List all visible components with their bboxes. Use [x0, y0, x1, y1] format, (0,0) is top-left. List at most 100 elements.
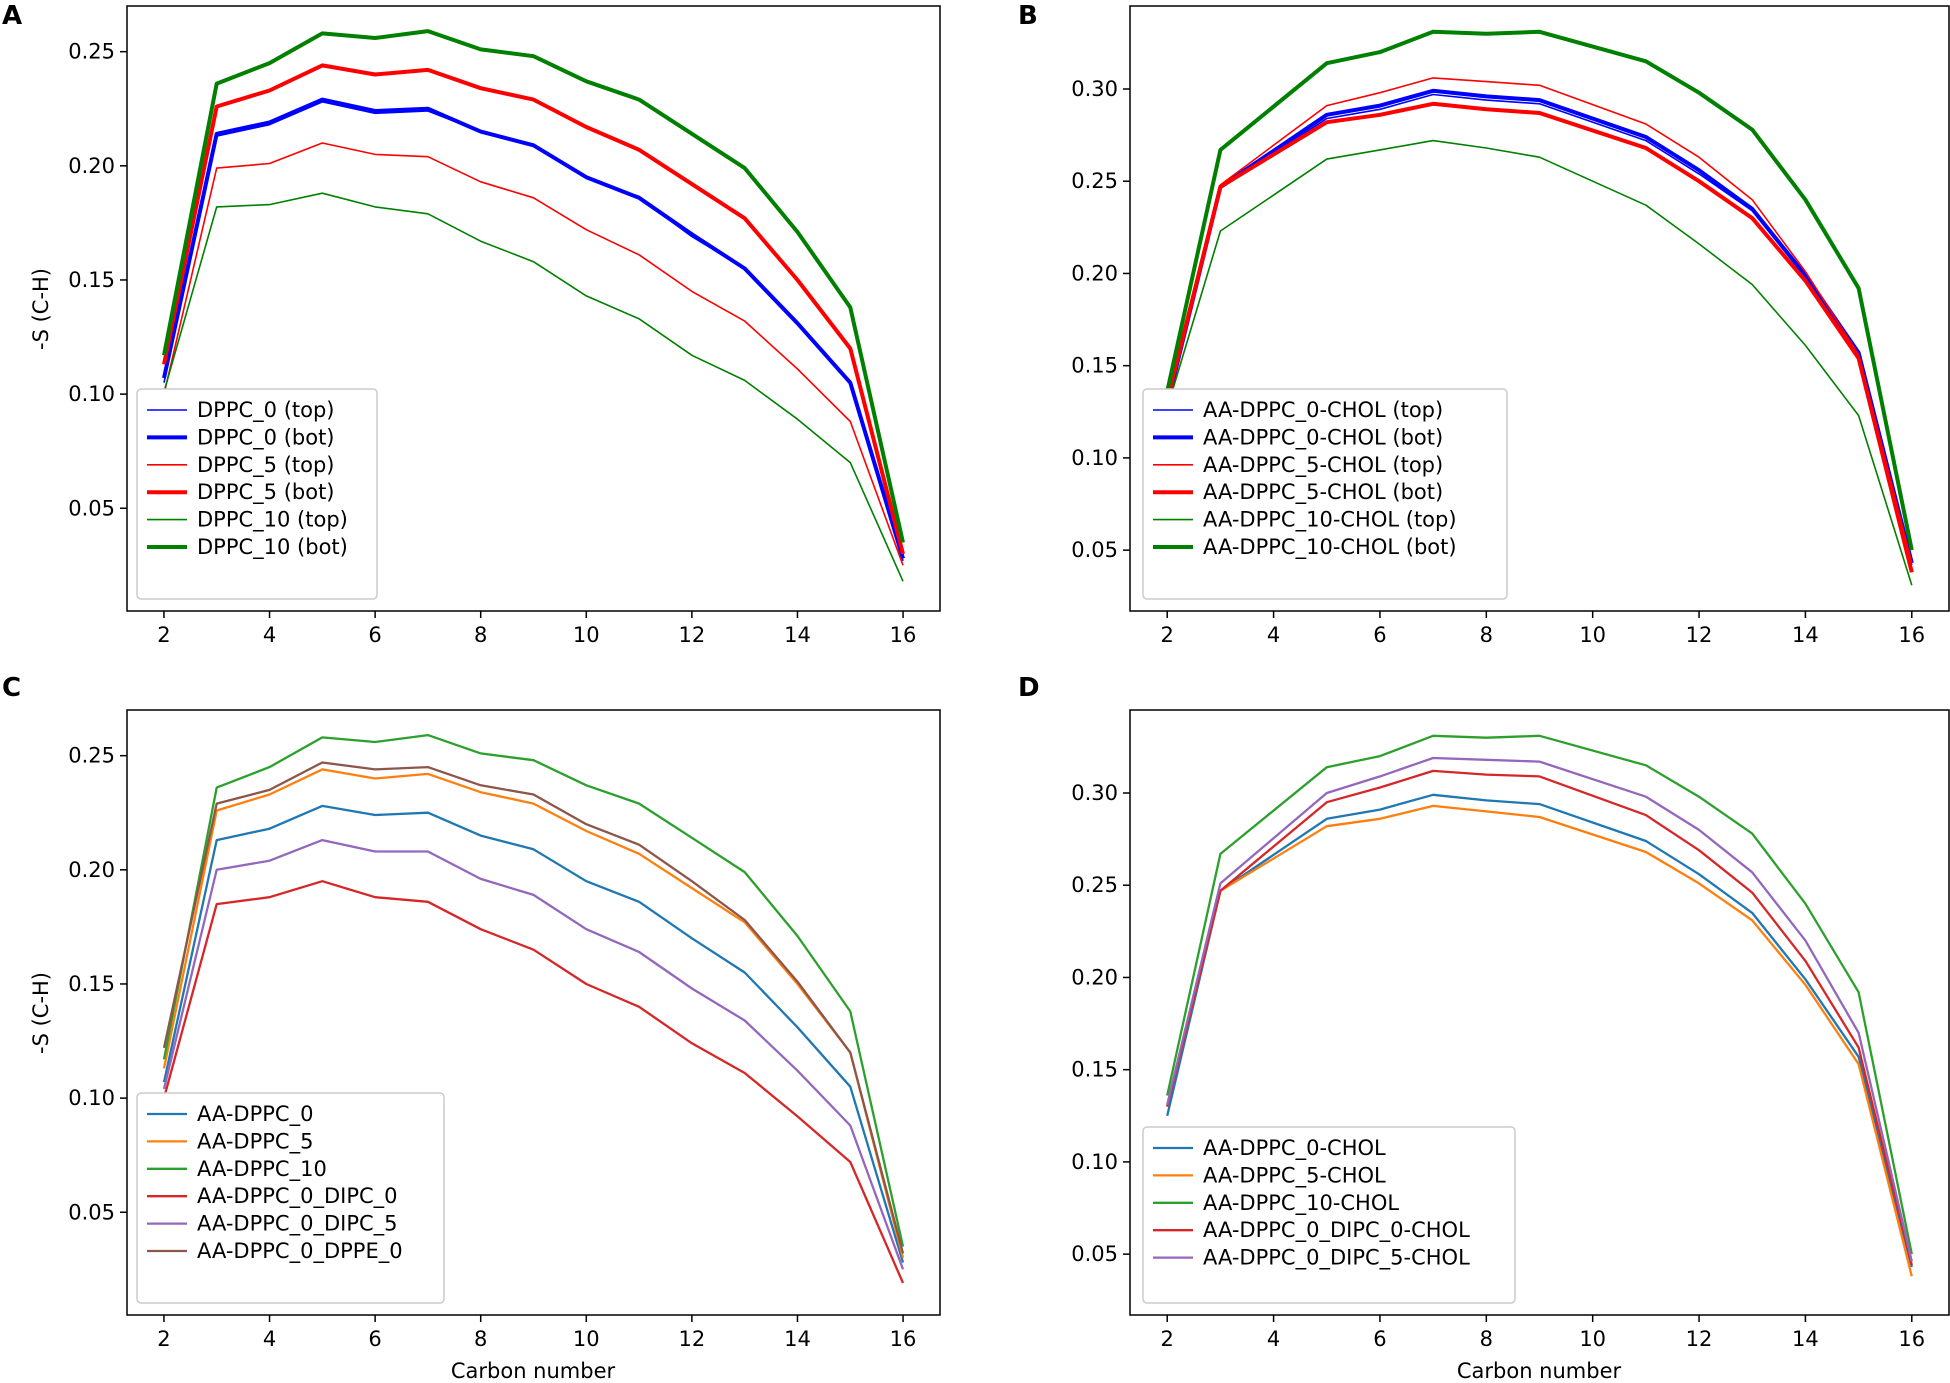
x-tick-label: 16 [1898, 623, 1925, 647]
x-tick-label: 2 [157, 623, 170, 647]
legend-label: DPPC_0 (bot) [197, 425, 335, 450]
panel-letter: D [1018, 673, 1040, 703]
legend-label: AA-DPPC_5 [197, 1129, 313, 1154]
y-tick-label: 0.10 [68, 382, 115, 406]
legend: AA-DPPC_0AA-DPPC_5AA-DPPC_10AA-DPPC_0_DI… [136, 1092, 445, 1304]
x-tick-label: 6 [1373, 1327, 1386, 1351]
series-line-0 [162, 804, 905, 1263]
panel-letter: A [2, 1, 22, 31]
series-line-1 [1165, 88, 1914, 564]
series-line-2 [1166, 77, 1913, 564]
panel-letter: C [2, 673, 21, 703]
y-tick-label: 0.20 [1071, 965, 1118, 989]
y-tick-label: 0.30 [1071, 77, 1118, 101]
series-lines [162, 29, 905, 582]
y-tick-label: 0.15 [68, 268, 115, 292]
series-line-4 [1166, 756, 1913, 1262]
series-line-3 [162, 63, 905, 555]
x-tick-label: 10 [1579, 1327, 1606, 1351]
y-axis-label: -S (C-H) [29, 268, 53, 350]
x-tick-label: 6 [1373, 623, 1386, 647]
series-line-3 [1165, 101, 1914, 573]
legend-label: AA-DPPC_0 [197, 1102, 313, 1127]
x-tick-label: 4 [263, 1327, 276, 1351]
legend-label: AA-DPPC_0_DIPC_5 [197, 1212, 398, 1237]
series-line-5 [162, 761, 905, 1254]
series-line-4 [162, 838, 905, 1270]
x-tick-label: 8 [474, 623, 487, 647]
series-lines [1166, 734, 1913, 1277]
x-tick-label: 12 [679, 1327, 706, 1351]
series-lines [162, 733, 905, 1284]
legend-label: AA-DPPC_0_DPPE_0 [197, 1239, 403, 1264]
x-tick-label: 14 [784, 623, 811, 647]
y-tick-label: 0.20 [68, 858, 115, 882]
panel-c: C 2 4 6 8 10 12 14 16 0.05 0.10 0.15 0.20 0.25 -S (C… [2, 673, 941, 1383]
y-tick-label: 0.10 [1071, 446, 1118, 470]
x-tick-label: 16 [1898, 1327, 1925, 1351]
axis-ticks: 2 4 6 8 10 12 14 16 0.05 0.10 0.15 0.20 0.25 [68, 744, 916, 1351]
legend-label: DPPC_5 (bot) [197, 480, 335, 505]
legend-box [136, 1092, 445, 1304]
x-tick-label: 12 [1686, 1327, 1713, 1351]
y-tick-label: 0.15 [68, 972, 115, 996]
series-line-2 [162, 733, 905, 1247]
x-tick-label: 14 [1792, 623, 1819, 647]
legend: DPPC_0 (top)DPPC_0 (bot)DPPC_5 (top)DPPC… [136, 388, 378, 600]
y-tick-label: 0.25 [1071, 169, 1118, 193]
series-line-2 [163, 142, 904, 566]
x-tick-label: 6 [368, 623, 381, 647]
x-tick-label: 4 [1267, 1327, 1280, 1351]
y-tick-label: 0.20 [68, 154, 115, 178]
legend-label: AA-DPPC_0_DIPC_0-CHOL [1203, 1218, 1470, 1243]
y-tick-label: 0.25 [1071, 873, 1118, 897]
y-tick-label: 0.15 [1071, 1058, 1118, 1082]
legend-label: AA-DPPC_10 [197, 1157, 327, 1182]
legend-label: DPPC_5 (top) [197, 453, 335, 478]
y-tick-label: 0.30 [1071, 781, 1118, 805]
legend-label: DPPC_0 (top) [197, 398, 335, 423]
x-tick-label: 2 [1161, 1327, 1174, 1351]
series-line-3 [1166, 769, 1913, 1266]
y-tick-label: 0.10 [1071, 1150, 1118, 1174]
series-line-3 [162, 880, 905, 1284]
x-tick-label: 16 [890, 623, 917, 647]
x-axis-label: Carbon number [451, 1359, 616, 1383]
y-tick-label: 0.25 [68, 744, 115, 768]
x-tick-label: 14 [784, 1327, 811, 1351]
panel-b: B 2 4 6 8 10 12 14 16 0.05 0.10 0.15 0.20 0.25 0.30 A… [1018, 1, 1950, 647]
y-tick-label: 0.05 [1071, 538, 1118, 562]
legend-label: AA-DPPC_0-CHOL [1203, 1136, 1386, 1161]
x-tick-label: 8 [474, 1327, 487, 1351]
x-tick-label: 4 [1267, 623, 1280, 647]
series-line-5 [162, 29, 905, 543]
x-tick-label: 12 [679, 623, 706, 647]
x-tick-label: 2 [157, 1327, 170, 1351]
y-tick-label: 0.20 [1071, 261, 1118, 285]
x-tick-label: 8 [1480, 1327, 1493, 1351]
series-line-1 [1166, 804, 1913, 1277]
series-line-2 [1166, 734, 1913, 1255]
y-tick-label: 0.10 [68, 1086, 115, 1110]
x-axis-label: Carbon number [1457, 1359, 1622, 1383]
legend-label: AA-DPPC_0_DIPC_0 [197, 1184, 398, 1209]
y-tick-label: 0.05 [68, 1200, 115, 1224]
x-tick-label: 12 [1686, 623, 1713, 647]
y-tick-label: 0.25 [68, 40, 115, 64]
legend-label: DPPC_10 (top) [197, 508, 348, 533]
axis-ticks: 2 4 6 8 10 12 14 16 0.05 0.10 0.15 0.20 0.25 0.30 [1071, 781, 1925, 1351]
y-tick-label: 0.05 [1071, 1242, 1118, 1266]
series-line-5 [1165, 29, 1914, 551]
panel-letter: B [1018, 1, 1038, 31]
x-tick-label: 8 [1480, 623, 1493, 647]
x-tick-label: 2 [1161, 623, 1174, 647]
axis-ticks: 2 4 6 8 10 12 14 16 0.05 0.10 0.15 0.20 0.25 [68, 40, 916, 647]
panel-d: D 2 4 6 8 10 12 14 16 0.05 0.10 0.15 0.20 0.25 0.30 C… [1018, 673, 1950, 1383]
legend-box [136, 388, 378, 600]
x-tick-label: 16 [890, 1327, 917, 1351]
legend-label: AA-DPPC_5-CHOL (bot) [1203, 480, 1443, 505]
legend-label: AA-DPPC_10-CHOL (top) [1203, 508, 1457, 533]
legend-label: AA-DPPC_10-CHOL [1203, 1191, 1399, 1216]
series-line-0 [1166, 793, 1913, 1268]
